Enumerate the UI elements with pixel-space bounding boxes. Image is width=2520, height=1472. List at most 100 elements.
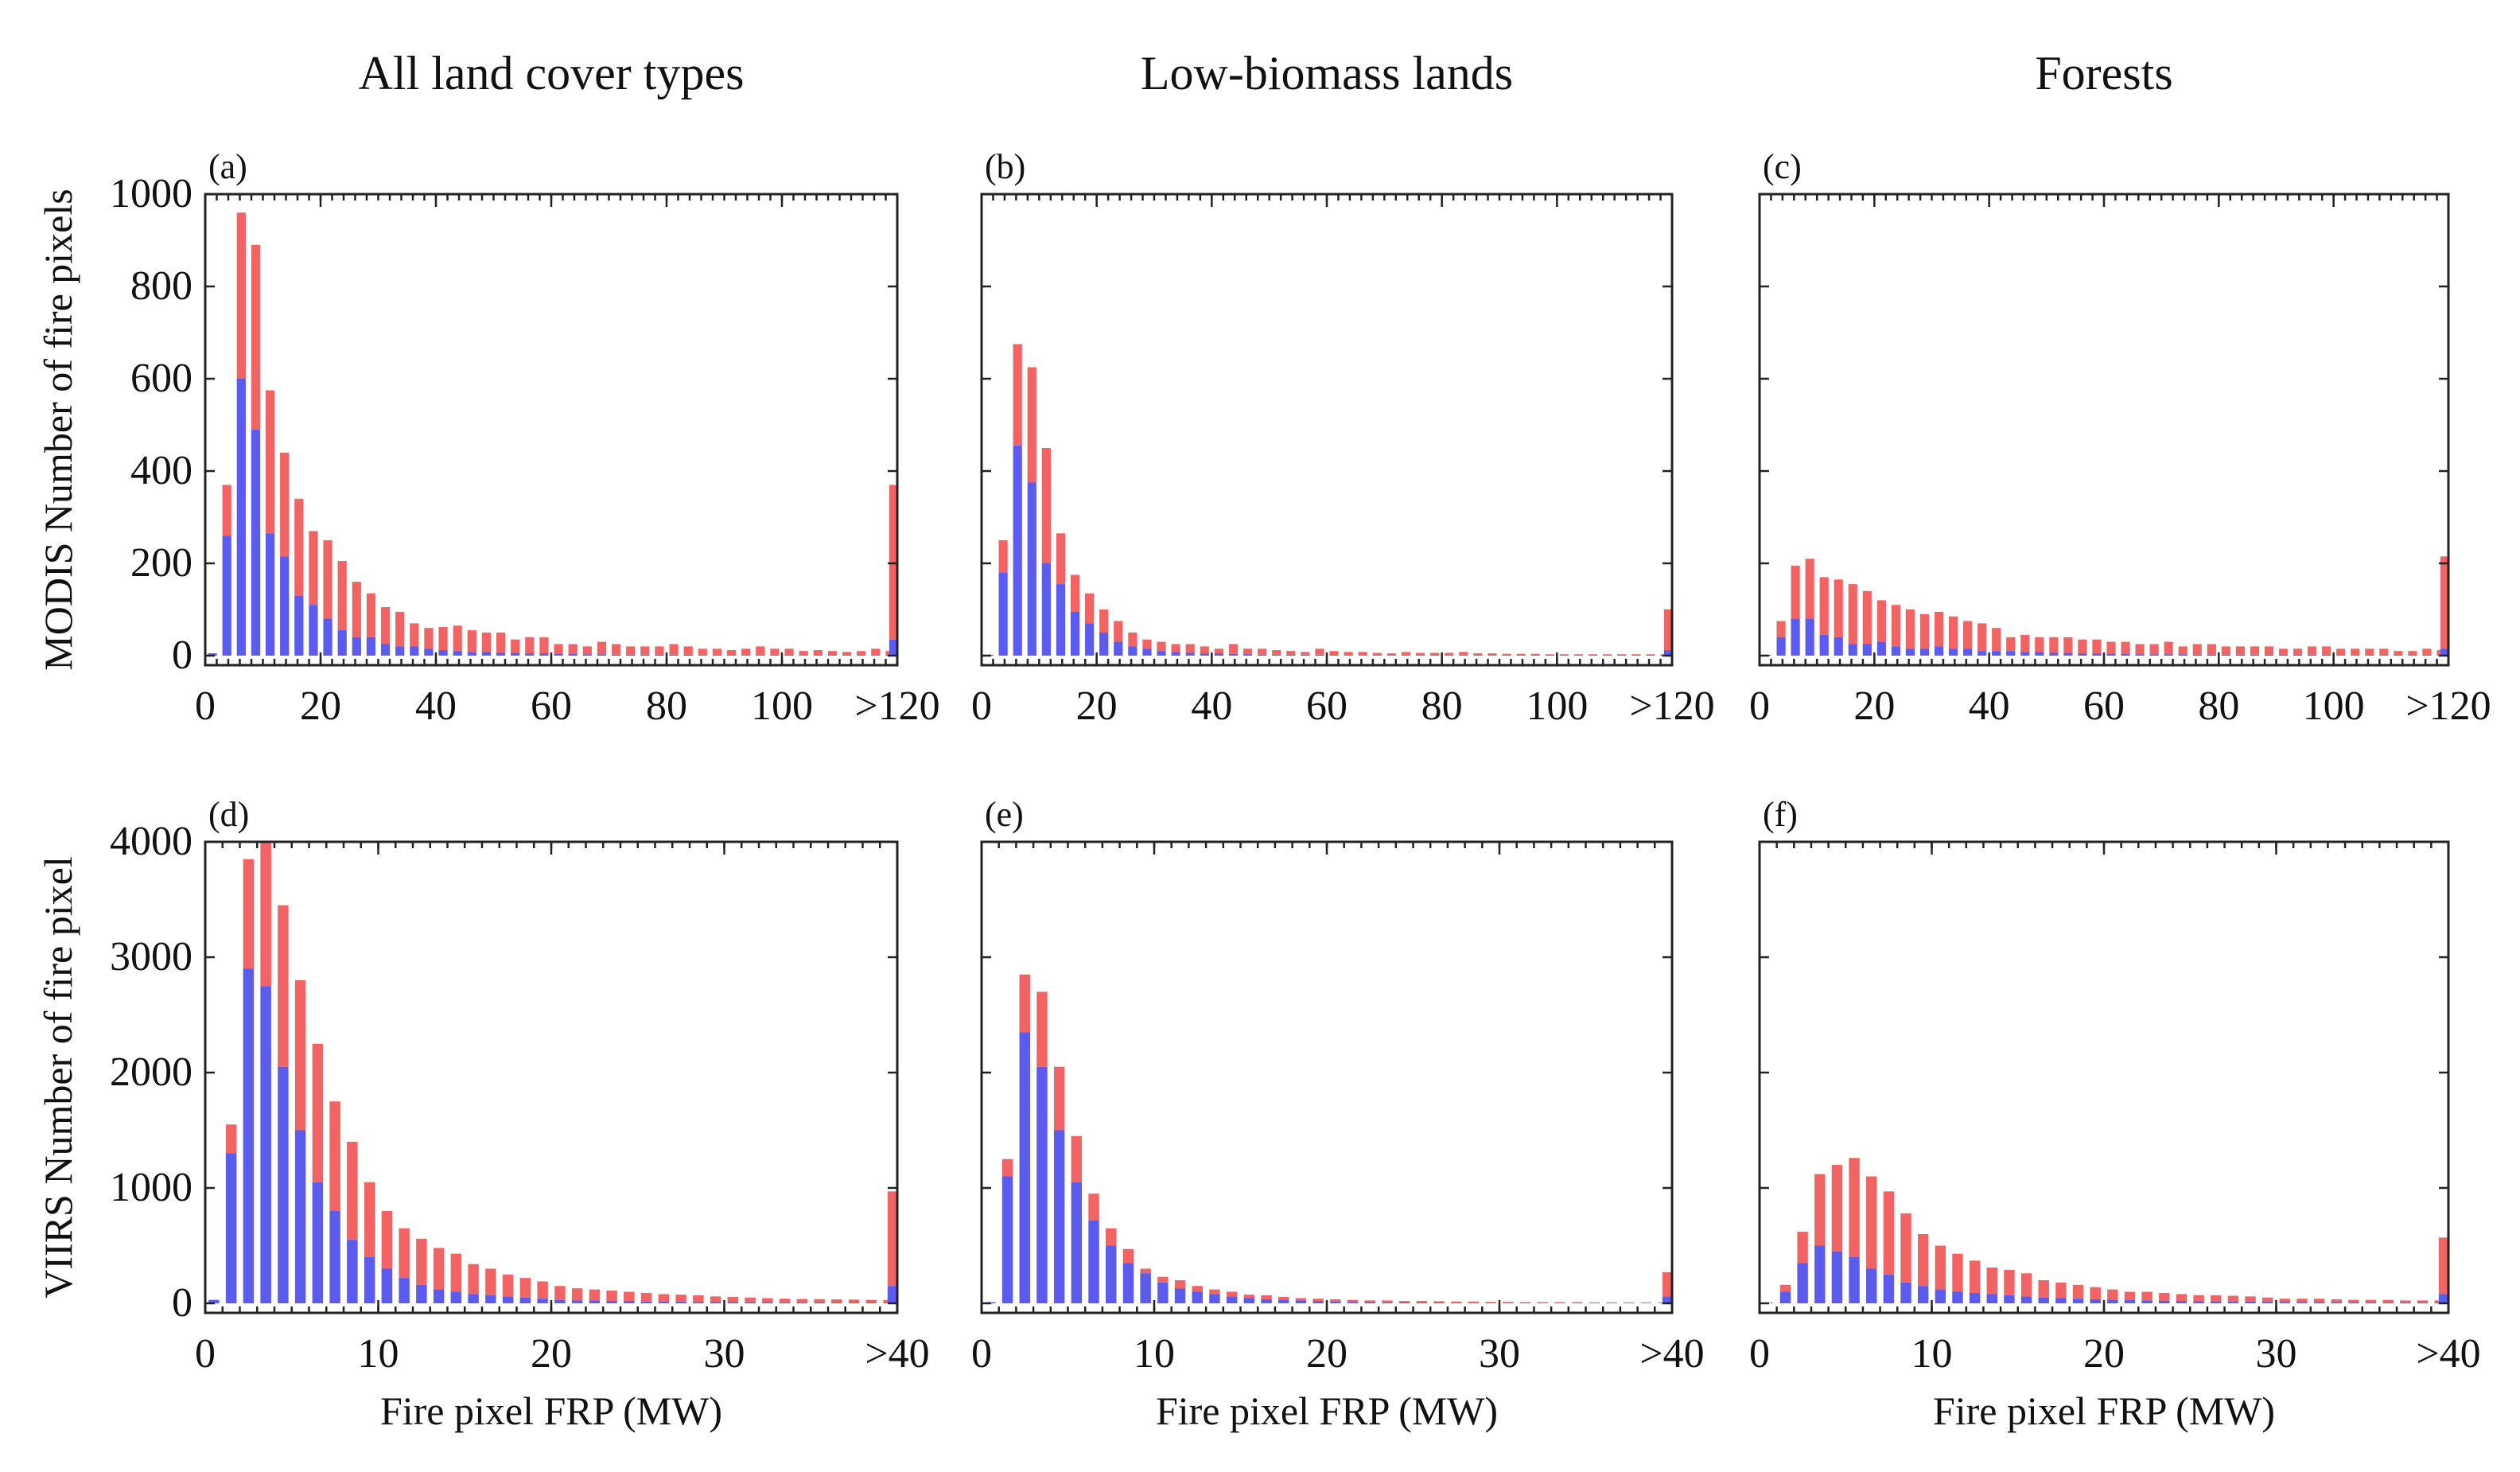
bar-lower-segment xyxy=(871,655,881,656)
bar-lower-segment xyxy=(453,651,462,656)
x-tick-label: 60 xyxy=(1306,683,1348,729)
bar-upper-segment xyxy=(525,637,535,654)
y-tick-label: 1000 xyxy=(110,1165,192,1210)
bar-lower-segment xyxy=(1027,482,1036,656)
bar-lower-segment xyxy=(2055,1298,2067,1303)
bar-lower-segment xyxy=(1056,584,1066,656)
bar-upper-segment xyxy=(2141,1291,2152,1301)
bar-upper-segment xyxy=(1992,628,2001,652)
bar-lower-segment xyxy=(2107,1299,2118,1303)
bar-lower-segment xyxy=(2178,654,2188,656)
x-tick-label: 100 xyxy=(1526,683,1588,729)
bar-upper-segment xyxy=(1070,574,1080,612)
bar-lower-segment xyxy=(1986,1294,1997,1303)
column-title: Forests xyxy=(2035,47,2172,99)
x-tick-label: 100 xyxy=(751,683,813,729)
bar-upper-segment xyxy=(1848,584,1857,644)
bar-lower-segment xyxy=(1036,1066,1048,1303)
bar-upper-segment xyxy=(1261,1295,1272,1299)
bar-lower-segment xyxy=(1530,655,1540,656)
x-tick-label: 60 xyxy=(2083,683,2125,729)
bar-upper-segment xyxy=(1286,651,1296,655)
bar-upper-segment xyxy=(2072,1284,2084,1299)
bar-upper-segment xyxy=(2250,646,2260,655)
bar-upper-segment xyxy=(1891,605,1900,647)
bar-lower-segment xyxy=(2365,655,2374,656)
bar-lower-segment xyxy=(1862,644,1872,656)
bar-lower-segment xyxy=(511,652,520,656)
bar-upper-segment xyxy=(364,1182,375,1257)
bar-lower-segment xyxy=(611,654,621,656)
bar-lower-segment xyxy=(1019,1032,1030,1303)
bar-upper-segment xyxy=(865,1299,877,1303)
bar-upper-segment xyxy=(424,628,434,649)
bar-lower-segment xyxy=(2438,1294,2450,1303)
bar-upper-segment xyxy=(1969,1260,1981,1293)
bar-upper-segment xyxy=(1416,1301,1428,1303)
bar-upper-segment xyxy=(2178,646,2188,655)
bar-lower-segment xyxy=(1261,1299,1272,1303)
bar-upper-segment xyxy=(2331,1299,2342,1303)
bar-lower-segment xyxy=(2176,1301,2188,1303)
bar-upper-segment xyxy=(2006,637,2016,652)
bar-lower-segment xyxy=(606,1301,617,1303)
bar-upper-segment xyxy=(554,1286,566,1300)
bar-upper-segment xyxy=(2090,1287,2101,1299)
bar-upper-segment xyxy=(381,1211,393,1269)
bar-lower-segment xyxy=(2141,1300,2152,1303)
bar-upper-segment xyxy=(1272,650,1281,655)
bar-lower-segment xyxy=(1935,1289,1946,1303)
bar-upper-segment xyxy=(1382,1300,1393,1303)
bar-lower-segment xyxy=(364,1257,375,1303)
bar-upper-segment xyxy=(1779,1284,1791,1292)
bar-upper-segment xyxy=(2278,648,2289,655)
bar-lower-segment xyxy=(1372,655,1382,656)
bar-upper-segment xyxy=(485,1268,496,1295)
bar-lower-segment xyxy=(1142,648,1152,656)
bar-lower-segment xyxy=(2149,654,2159,656)
bar-lower-segment xyxy=(683,654,693,656)
bar-upper-segment xyxy=(2221,646,2230,655)
bar-lower-segment xyxy=(1488,655,1497,656)
bar-lower-segment xyxy=(260,986,271,1303)
bar-upper-segment xyxy=(1503,1302,1514,1303)
x-tick-label: >40 xyxy=(1639,1331,1704,1377)
bar-lower-segment xyxy=(278,1066,289,1303)
y-tick-label: 200 xyxy=(130,540,192,586)
bar-upper-segment xyxy=(539,637,549,654)
bar-upper-segment xyxy=(1019,974,1030,1033)
bar-upper-segment xyxy=(1963,621,1973,649)
bar-lower-segment xyxy=(410,646,419,656)
bar-upper-segment xyxy=(745,1297,756,1303)
bar-upper-segment xyxy=(762,1298,773,1303)
bar-upper-segment xyxy=(1329,651,1339,656)
bar-lower-segment xyxy=(468,1294,479,1303)
bar-upper-segment xyxy=(1415,652,1425,656)
bar-lower-segment xyxy=(1814,1245,1826,1303)
bar-lower-segment xyxy=(1053,1130,1065,1303)
bar-upper-segment xyxy=(1347,1299,1359,1303)
bar-lower-segment xyxy=(1122,1263,1134,1303)
bar-lower-segment xyxy=(1099,633,1109,656)
bar-upper-segment xyxy=(1935,1245,1946,1290)
bar-upper-segment xyxy=(1545,654,1554,656)
bar-upper-segment xyxy=(2308,646,2317,655)
bar-lower-segment xyxy=(2090,1299,2101,1303)
bar-upper-segment xyxy=(1459,652,1468,656)
bar-lower-segment xyxy=(1272,654,1281,656)
y-tick-label: 0 xyxy=(172,1280,192,1326)
panel-label: (c) xyxy=(1763,147,1802,186)
bar-upper-segment xyxy=(848,1299,860,1303)
bar-lower-segment xyxy=(2336,655,2346,656)
bar-lower-segment xyxy=(208,1299,220,1303)
bar-upper-segment xyxy=(1433,1301,1445,1303)
bar-lower-segment xyxy=(450,1291,462,1303)
bar-lower-segment xyxy=(998,572,1008,656)
bar-lower-segment xyxy=(2006,651,2016,656)
bar-upper-segment xyxy=(1315,648,1324,655)
bar-lower-segment xyxy=(2279,1302,2291,1303)
x-tick-label: >40 xyxy=(865,1331,929,1377)
bar-upper-segment xyxy=(2279,1299,2291,1303)
bar-upper-segment xyxy=(511,639,520,653)
bar-upper-segment xyxy=(2264,646,2274,655)
